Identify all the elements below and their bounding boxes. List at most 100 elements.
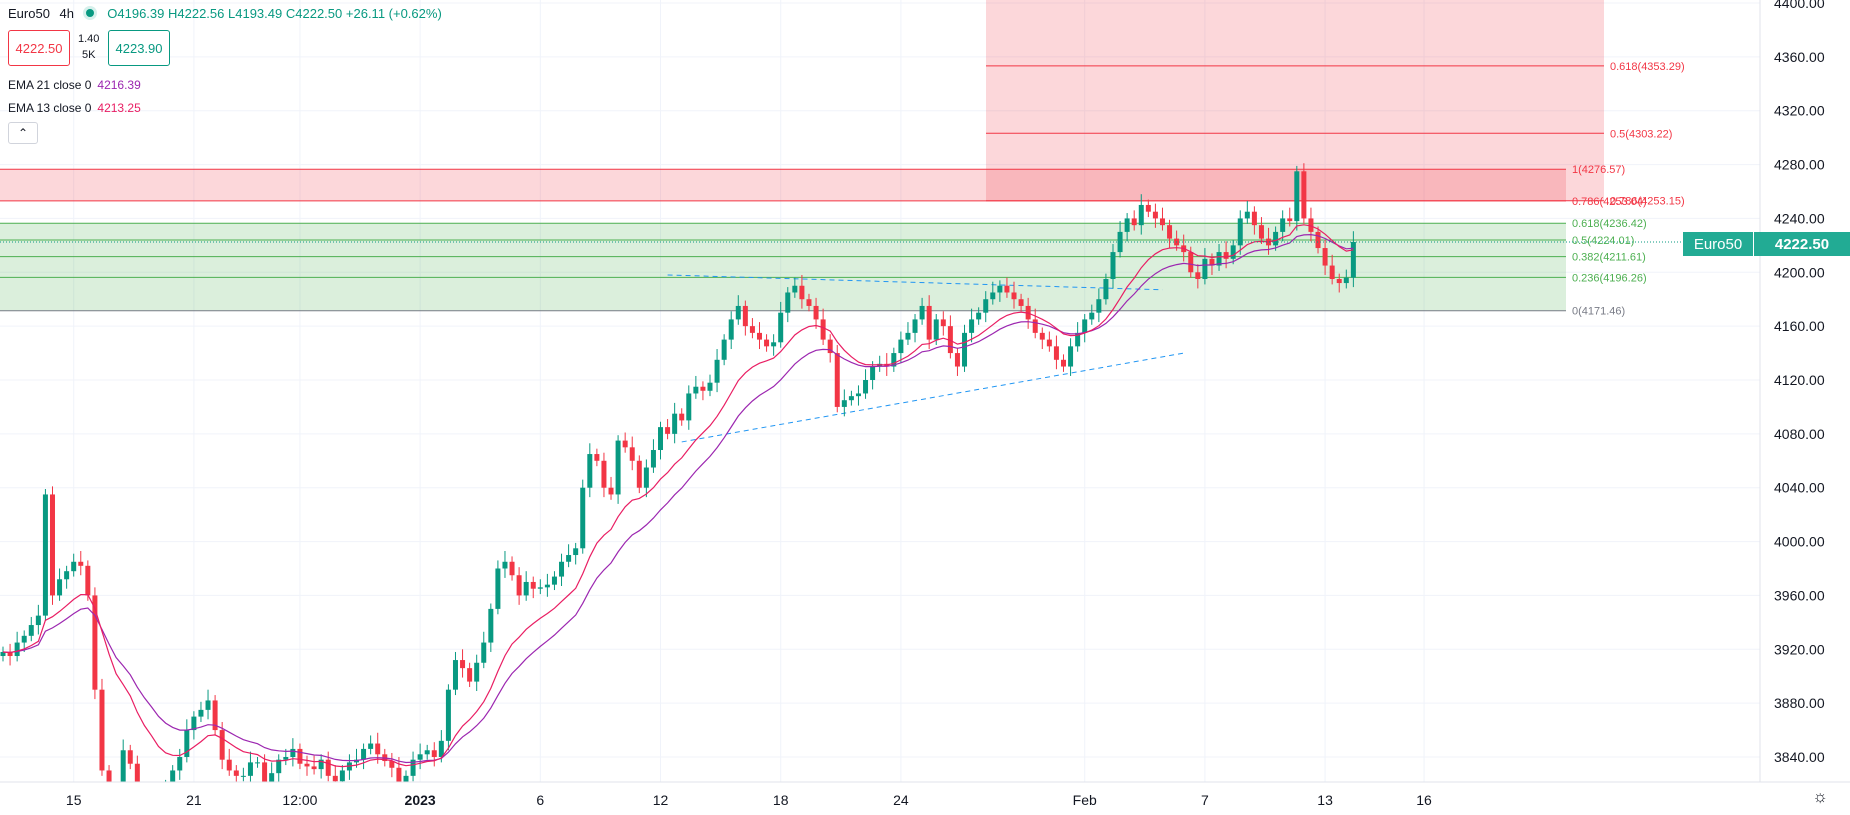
candle-body [1244,211,1250,219]
candle-body [1223,252,1229,259]
candle-body [919,305,925,320]
candle-body [57,579,63,596]
y-tick-label: 4160.00 [1774,318,1825,334]
candle-body [834,353,840,407]
x-tick-label: 7 [1201,792,1209,808]
volume-value: 5K [81,49,96,61]
ema21-value: 4216.39 [97,78,141,92]
ema21-legend[interactable]: EMA 21 close 0 4216.39 [8,78,141,92]
candle-body [891,353,897,367]
x-tick-label: 18 [773,792,789,808]
candle-body [49,494,55,596]
candle-body [262,762,268,787]
candle-body [516,575,522,596]
candle-body [792,285,798,293]
price-axis [1760,0,1850,815]
candle-body [820,319,826,340]
candle-body [544,584,550,588]
buy-button[interactable]: 4223.90 [108,30,170,66]
candle-body [361,748,367,760]
candle-body [658,427,664,451]
x-tick-label: 6 [536,792,544,808]
candle-body [997,285,1003,293]
fib-label: 0.786(4253.04) [1572,196,1647,208]
candle-body [445,689,451,741]
fib-label: 0.236(4196.26) [1572,272,1647,284]
candle-body [28,625,34,636]
candle-body [813,305,819,320]
candle-body [650,450,656,468]
candle-body [1237,218,1243,246]
candle-body [523,581,529,596]
candle-body [198,709,204,717]
candle-body [1280,218,1286,232]
candle-body [509,561,515,576]
candle-body [855,393,861,397]
symbol-name[interactable]: Euro50 [8,6,50,21]
candle-body [290,748,296,757]
ohlc-values: O4196.39 H4222.56 L4193.49 C4222.50 +26.… [107,6,442,21]
candle-body [940,319,946,327]
candle-body [1018,299,1024,306]
fib-zone-red-upper [986,0,1604,201]
candle-body [587,454,593,488]
candle-body [954,353,960,367]
x-tick-label: 12:00 [282,792,317,808]
candle-body [1216,252,1222,266]
ema13-value: 4213.25 [97,101,141,115]
y-tick-label: 4240.00 [1774,210,1825,226]
candle-body [559,561,565,577]
candle-body [1188,252,1194,273]
candle-body [537,587,543,589]
x-tick-label: 21 [186,792,202,808]
x-tick-label: 12 [653,792,669,808]
candle-body [990,292,996,300]
trendline-resistance [667,274,1163,291]
x-tick-label: 15 [66,792,82,808]
candle-body [707,382,713,391]
candle-body [1301,171,1307,219]
candle-body [311,766,317,770]
candle-body [601,460,607,488]
y-tick-label: 4080.00 [1774,426,1825,442]
candle-body [756,332,762,340]
gear-icon[interactable]: ☼ [1812,787,1828,806]
candle-body [304,763,310,767]
candle-body [481,642,487,663]
fib-label: 0(4171.46) [1572,306,1625,318]
candle-body [488,608,494,643]
chevron-up-icon[interactable]: ⌃ [8,122,38,144]
y-tick-label: 4200.00 [1774,264,1825,280]
y-tick-label: 4320.00 [1774,103,1825,119]
candle-body [615,440,621,495]
interval-label[interactable]: 4h [59,6,75,21]
candle-body [742,305,748,327]
candle-body [410,759,416,776]
candle-body [106,770,112,791]
candle-body [120,750,126,791]
fib-label-1: 1(4276.57) [1572,164,1625,176]
candle-body [608,487,614,495]
spread-info: 1.40 5K [78,31,99,63]
sell-button[interactable]: 4222.50 [8,30,70,66]
candle-body [1294,171,1300,222]
candle-body [233,770,239,776]
candle-body [92,595,98,690]
ema13-legend[interactable]: EMA 13 close 0 4213.25 [8,101,141,115]
candle-body [841,400,847,407]
fib-upper-label: 0.5(4303.22) [1610,128,1672,140]
candle-body [431,750,437,757]
last-price-symbol: Euro50 [1683,232,1754,256]
candle-body [417,754,423,760]
candle-body [21,635,27,643]
close-value: C4222.50 [285,6,343,21]
candle-body [460,660,466,669]
candle-body [502,561,508,569]
candle-body [1089,312,1095,320]
candle-body [1004,285,1010,293]
candle-body [99,689,105,771]
candle-body [1061,359,1066,367]
candle-body [396,767,402,784]
y-tick-label: 4040.00 [1774,480,1825,496]
